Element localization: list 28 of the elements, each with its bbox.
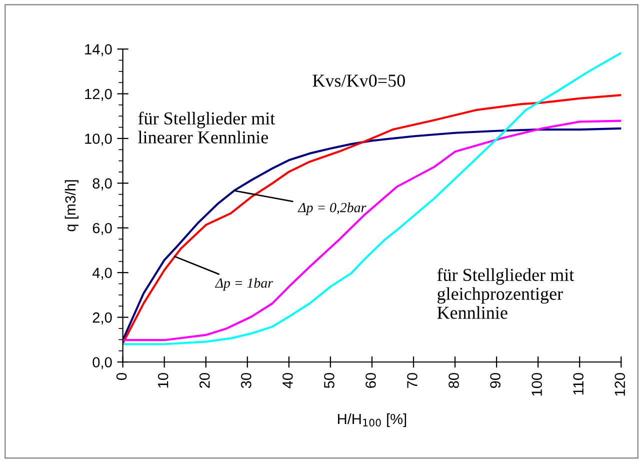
y-tick-label: 6,0 [92,222,112,236]
x-tick-label: 100 [532,372,542,396]
x-tick-label: 110 [573,372,584,395]
x-tick-label: 20 [199,372,210,388]
x-tick-label: 90 [490,372,500,388]
annotation: für Stellglieder mit gleichprozentiger Kennlinie [437,268,574,319]
y-tick-label: 8,0 [92,178,112,190]
y-tick-label: 4,0 [92,268,112,280]
x-tick-label: 60 [366,372,376,388]
x-tick-label: 30 [240,372,252,388]
x-tick-label: 120 [614,372,626,396]
annotation: Δp = 1bar [214,278,274,291]
annotation: Δp = 0,2bar [298,202,366,216]
y-tick-label: 0,0 [92,357,112,370]
x-tick-label: 0 [116,372,127,380]
y-axis-title: q [m3/h] [64,180,78,232]
y-tick-label: 14,0 [85,44,112,56]
annotation: Kvs/Kv0=50 [312,74,405,87]
y-tick-label: 2,0 [92,312,112,324]
x-tick-label: 10 [158,372,168,388]
annotation: für Stellglieder mit linearer Kennlinie [138,112,276,144]
y-tick-label: 10,0 [85,134,112,146]
y-tick-label: 12,0 [85,88,112,101]
x-tick-label: 70 [407,372,418,388]
x-tick-label: 80 [448,372,459,388]
x-axis-title: H/H$_{100}$ [%] [338,413,406,428]
x-tick-label: 40 [282,372,293,388]
x-tick-label: 50 [324,372,334,388]
